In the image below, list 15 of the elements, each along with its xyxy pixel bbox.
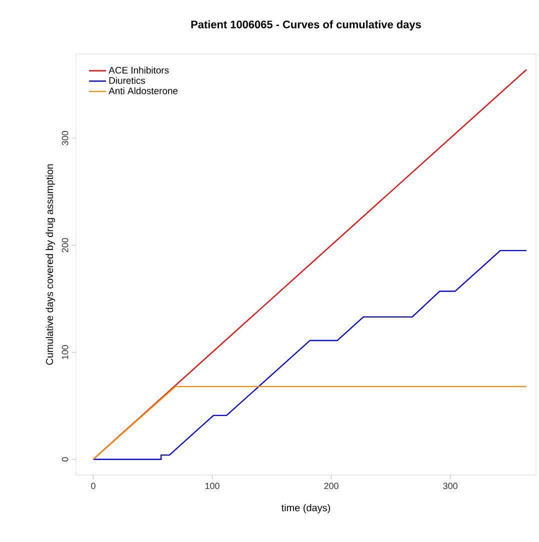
x-tick-label: 0 [91, 482, 96, 490]
x-tick-label: 300 [443, 482, 458, 490]
line-series [92, 250, 528, 460]
y-axis-title: Cumulative days covered by drug assumption [46, 164, 56, 365]
legend-label: Anti Aldosterone [108, 87, 178, 94]
x-axis-title: time (days) [282, 504, 330, 514]
y-tick-label: 300 [62, 131, 68, 146]
legend-label: ACE Inhibitors [108, 66, 169, 74]
x-tick-label: 200 [324, 482, 338, 490]
x-tick-label: 100 [205, 482, 220, 490]
y-tick-label: 200 [62, 238, 68, 252]
y-tick-label: 100 [62, 345, 68, 360]
chart-title: Patient 1006065 - Curves of cumulative days [191, 20, 421, 30]
legend-label: Diuretics [109, 76, 146, 84]
y-tick-label: 0 [62, 457, 68, 462]
